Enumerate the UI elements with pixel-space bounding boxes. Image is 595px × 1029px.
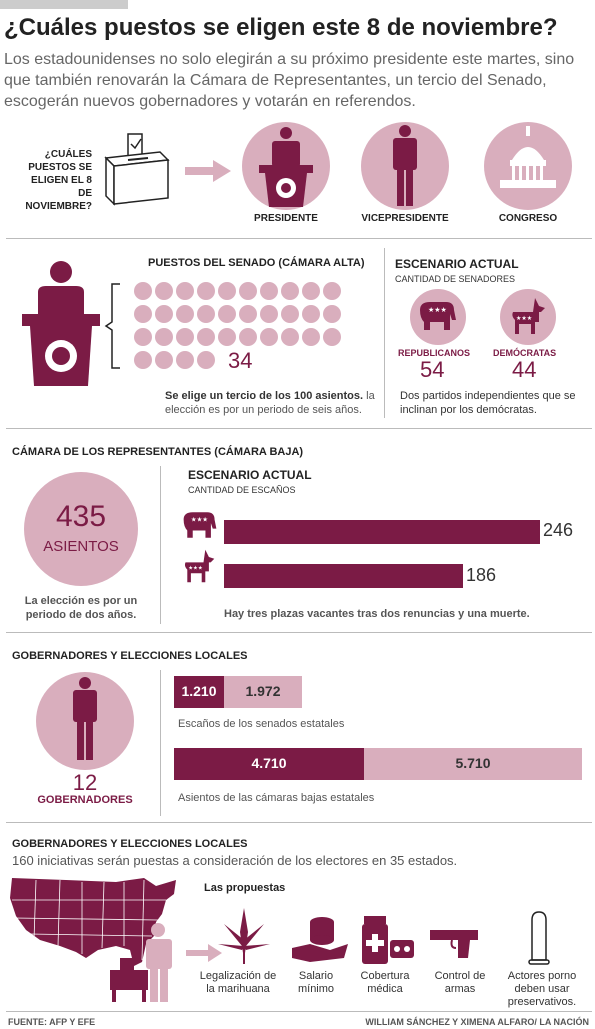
medicine-icon (362, 916, 414, 964)
senate-scenario-title: ESCENARIO ACTUAL (395, 257, 519, 271)
proposals-title: Las propuestas (204, 882, 286, 894)
house-seats-circle (24, 472, 138, 586)
donkey-icon: ★★★ (512, 298, 545, 334)
page-intro: Los estadounidenses no solo elegirán a s… (4, 51, 575, 110)
gun-icon (430, 930, 478, 958)
divider (6, 1011, 592, 1012)
senate-note-rest: la elección es por un periodo de seis añ… (165, 390, 375, 416)
senate-seat-row-3 (134, 328, 341, 346)
footer-source: FUENTE: AFP Y EFE (8, 1017, 96, 1027)
divider (160, 466, 161, 624)
bar-republicans-value: 246 (543, 520, 574, 540)
referendums-subtitle: 160 iniciativas serán puestas a consider… (12, 853, 458, 868)
senate-note-bold: Se elige un tercio de los 100 asientos. (165, 390, 364, 402)
svg-text:★★★: ★★★ (516, 315, 532, 322)
state-senate-value-a: 1.210 (181, 683, 217, 699)
house-scenario-subtitle: CANTIDAD DE ESCAÑOS (188, 485, 296, 495)
senate-seat-row-4 (134, 351, 215, 369)
divider (6, 632, 592, 633)
arrow-right-icon (185, 160, 231, 182)
state-house-caption: Asientos de las cámaras bajas estatales (178, 792, 375, 804)
capitol-icon (500, 126, 556, 188)
house-vacancies-note: Hay tres plazas vacantes tras dos renunc… (224, 608, 530, 620)
state-house-bar-b (364, 748, 582, 780)
donkey-icon: ★★★ (184, 549, 215, 583)
governors-title: GOBERNADORES Y ELECCIONES LOCALES (12, 650, 248, 662)
house-title: CÁMARA DE LOS REPRESENTANTES (CÁMARA BAJ… (12, 446, 304, 458)
governors-label: GOBERNADORES (37, 794, 133, 806)
senate-republicans-value: 54 (420, 357, 445, 382)
senate-title: PUESTOS DEL SENADO (CÁMARA ALTA) (148, 257, 365, 269)
senate-seat-row-2 (134, 305, 341, 323)
state-house-bar-a (174, 748, 364, 780)
bar-democrats (224, 564, 463, 588)
state-senate-caption: Escaños de los senados estatales (178, 718, 345, 730)
overview-item-president: PRESIDENTE (254, 213, 318, 224)
house-seats-label: ASIENTOS (43, 538, 119, 555)
state-senate-bar-b (224, 676, 302, 708)
title-accent-bar (0, 0, 128, 9)
governor-icon (73, 677, 97, 760)
vicepresident-icon (393, 125, 417, 206)
svg-text:★★★: ★★★ (428, 306, 447, 314)
voter-icon (110, 923, 172, 1002)
referendums-title: GOBERNADORES Y ELECCIONES LOCALES (12, 838, 248, 850)
governors-count: 12 (72, 770, 98, 795)
elephant-icon: ★★★ (420, 302, 456, 330)
footer-credits: WILLIAM SÁNCHEZ Y XIMENA ALFARO/ LA NACI… (365, 1017, 589, 1027)
house-scenario-title: ESCENARIO ACTUAL (188, 468, 312, 482)
overview-item-congress: CONGRESO (498, 213, 558, 224)
svg-text:★★★: ★★★ (188, 566, 203, 572)
condom-icon (528, 911, 550, 965)
state-senate-bar-a (174, 676, 224, 708)
house-term-note: La elección es por un periodo de dos año… (24, 595, 138, 621)
senate-democrats-label: DEMÓCRATAS (493, 348, 557, 358)
divider (6, 238, 592, 239)
divider (160, 670, 161, 816)
ballot-box-icon (104, 133, 170, 206)
state-house-value-a: 4.710 (251, 755, 287, 771)
bar-democrats-value: 186 (466, 565, 497, 585)
svg-text:★★★: ★★★ (191, 516, 208, 523)
senate-seat-row-1 (134, 282, 341, 300)
house-seats-number: 435 (55, 500, 107, 533)
proposal-marijuana: Legalización de la marihuana (199, 970, 277, 995)
state-senate-value-b: 1.972 (245, 683, 281, 699)
bar-republicans (224, 520, 540, 544)
proposal-minimum-wage: Salario mínimo (297, 970, 335, 995)
proposal-condoms: Actores porno deben usar preservativos. (507, 970, 577, 1008)
senate-seats-up: 34 (228, 348, 253, 373)
senate-note: Se elige un tercio de los 100 asientos. … (165, 389, 375, 417)
state-house-value-b: 5.710 (455, 755, 491, 771)
overview-item-vicepresident: VICEPRESIDENTE (361, 213, 449, 224)
page-title: ¿Cuáles puestos se eligen este 8 de novi… (4, 14, 558, 41)
senator-podium-icon (22, 261, 100, 386)
marijuana-leaf-icon (218, 908, 270, 964)
overview-question: ¿CUÁLES PUESTOS SE ELIGEN EL 8 DE NOVIEM… (25, 149, 92, 212)
senate-independents-note-text: Dos partidos independientes que se incli… (400, 390, 576, 416)
coins-hand-icon (292, 917, 348, 962)
senate-republicans-label: REPUBLICANOS (398, 348, 471, 358)
arrow-right-icon (186, 944, 222, 962)
divider (6, 822, 592, 823)
president-icon (259, 127, 313, 207)
elephant-icon: ★★★ (183, 512, 217, 538)
divider (6, 428, 592, 429)
senate-independents-note: Dos partidos independientes que se incli… (400, 389, 590, 417)
bracket-icon (104, 283, 120, 369)
proposal-gun-control: Control de armas (434, 970, 486, 995)
senate-democrats-value: 44 (512, 357, 537, 382)
senate-scenario-subtitle: CANTIDAD DE SENADORES (395, 274, 516, 284)
divider (384, 248, 385, 418)
proposal-health-coverage: Cobertura médica (360, 970, 410, 995)
usa-map-icon (10, 878, 176, 966)
